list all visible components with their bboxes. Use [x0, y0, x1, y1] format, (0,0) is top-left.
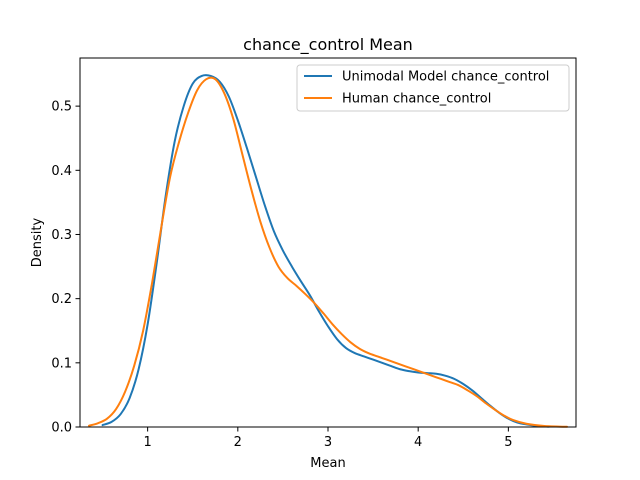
- series-line-unimodal-model: [101, 74, 550, 428]
- y-axis-ticks: 0.0 0.1 0.2 0.3 0.4 0.5: [51, 100, 80, 436]
- y-tick-label: 0.2: [51, 292, 72, 307]
- x-tick-label: 2: [234, 435, 242, 450]
- chart-title: chance_control Mean: [243, 35, 413, 55]
- y-tick-label: 0.1: [51, 356, 72, 371]
- legend-label-human: Human chance_control: [342, 92, 491, 107]
- y-tick-label: 0.3: [51, 228, 72, 243]
- legend-box: [296, 64, 570, 112]
- legend: Unimodal Model chance_control Human chan…: [296, 64, 570, 112]
- x-tick-label: 1: [143, 435, 151, 450]
- series-line-human: [88, 76, 568, 428]
- x-tick-label: 5: [504, 435, 512, 450]
- x-tick-label: 3: [324, 435, 332, 450]
- legend-label-unimodal-model: Unimodal Model chance_control: [342, 70, 549, 85]
- x-axis-ticks: 1 2 3 4 5: [143, 427, 513, 450]
- series-layer: [88, 74, 568, 428]
- y-tick-label: 0.4: [51, 164, 72, 179]
- y-tick-label: 0.5: [51, 100, 72, 115]
- x-axis-label: Mean: [310, 456, 345, 471]
- y-tick-label: 0.0: [51, 421, 72, 436]
- y-axis-label: Density: [30, 217, 45, 267]
- x-tick-label: 4: [414, 435, 422, 450]
